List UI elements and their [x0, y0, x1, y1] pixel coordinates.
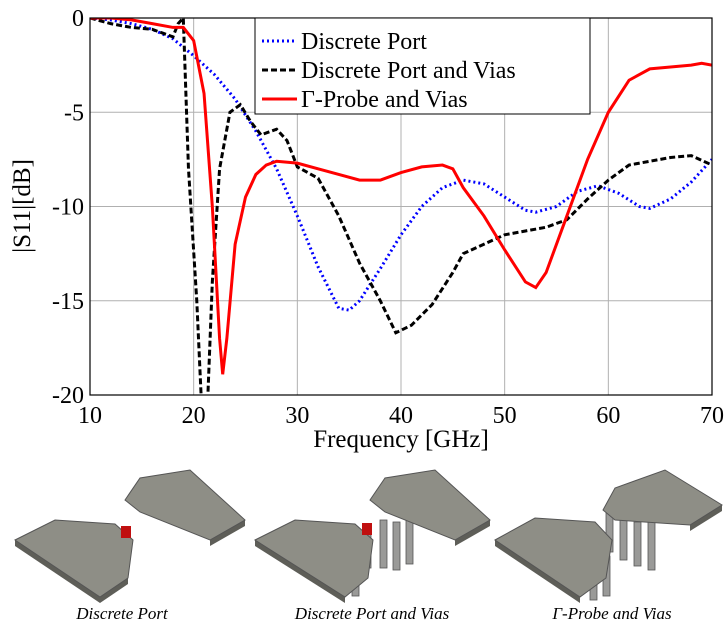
figure-caption: Discrete Port and Vias	[294, 604, 450, 623]
figure-caption: Discrete Port	[75, 604, 169, 623]
port	[362, 523, 372, 535]
x-tick-label: 30	[285, 403, 309, 429]
y-tick-label: -5	[64, 100, 84, 126]
port	[121, 526, 131, 538]
x-tick-label: 70	[700, 403, 724, 429]
legend-label: Discrete Port	[301, 29, 427, 55]
x-tick-label: 60	[596, 403, 620, 429]
x-axis-label: Frequency [GHz]	[313, 426, 489, 453]
x-tick-label: 20	[182, 403, 206, 429]
model-discrete-port	[14, 469, 246, 603]
y-tick-label: -20	[52, 383, 84, 409]
series-line	[90, 18, 712, 375]
model-discrete-port-vias	[253, 469, 491, 603]
x-tick-label: 50	[493, 403, 517, 429]
figure-caption: Γ-Probe and Vias	[551, 604, 672, 623]
x-tick-label: 10	[78, 403, 102, 429]
legend: Discrete Port Discrete Port and Vias Γ-Pro…	[254, 17, 591, 115]
legend-label: Discrete Port and Vias	[301, 58, 516, 84]
legend-label: Γ-Probe and Vias	[301, 87, 468, 113]
y-tick-label: 0	[72, 6, 84, 32]
y-axis-label: |S11|[dB]	[9, 159, 36, 253]
legend-box	[254, 17, 591, 115]
y-tick-label: -15	[52, 289, 84, 315]
x-tick-label: 40	[389, 403, 413, 429]
plot-lines	[90, 18, 712, 395]
series-line	[90, 18, 712, 395]
y-tick-label: -10	[52, 195, 84, 221]
model-probe-vias	[494, 469, 723, 603]
